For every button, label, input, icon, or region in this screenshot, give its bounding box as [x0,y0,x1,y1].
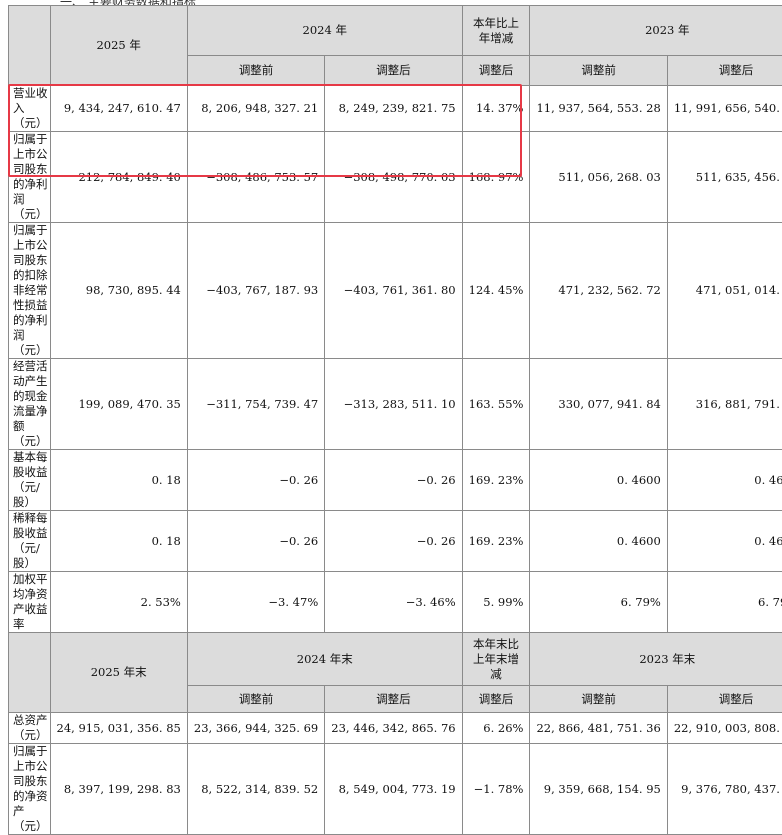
header-2024-before: 调整前 [187,56,324,86]
header-change-end-after: 调整后 [462,686,530,713]
cell-change: 14. 37% [462,86,530,132]
header-2024-end-before: 调整前 [187,686,324,713]
cell-2023-after: 22, 910, 003, 808. 35 [667,713,782,744]
header-change-after: 调整后 [462,56,530,86]
header-2023-end-after: 调整后 [667,686,782,713]
header-2025: 2025 年 [50,6,187,86]
header-2024: 2024 年 [187,6,462,56]
cell-2024-after: −0. 26 [325,450,462,511]
row-label: 归属于上市公司股东的净资产（元） [9,744,51,835]
cell-2023-after: 511, 635, 456. 30 [667,132,782,223]
cell-2025: 24, 915, 031, 356. 85 [50,713,187,744]
cell-2024-after: −313, 283, 511. 10 [325,359,462,450]
cell-2023-after: 9, 376, 780, 437. 08 [667,744,782,835]
header-change: 本年比上年增减 [462,6,530,56]
header-change-end: 本年末比上年末增减 [462,633,530,686]
cell-2024-before: −308, 486, 753. 57 [187,132,324,223]
cell-2025: 0. 18 [50,450,187,511]
table-row: 基本每股收益（元/股） 0. 18 −0. 26 −0. 26 169. 23%… [9,450,782,511]
cell-change: 168. 97% [462,132,530,223]
row-label: 经营活动产生的现金流量净额（元） [9,359,51,450]
cell-2025: 0. 18 [50,511,187,572]
cell-2023-before: 9, 359, 668, 154. 95 [530,744,667,835]
cell-2025: 9, 434, 247, 610. 47 [50,86,187,132]
cell-2025: 199, 089, 470. 35 [50,359,187,450]
row-label: 加权平均净资产收益率 [9,572,51,633]
table-row: 营业收入（元） 9, 434, 247, 610. 47 8, 206, 948… [9,86,782,132]
cell-2024-before: 23, 366, 944, 325. 69 [187,713,324,744]
cell-2025: 212, 784, 849. 40 [50,132,187,223]
header-2023-before: 调整前 [530,56,667,86]
header-2025-end: 2025 年末 [50,633,187,713]
header-2023-end-before: 调整前 [530,686,667,713]
cell-2024-before: −0. 26 [187,450,324,511]
cell-change: 124. 45% [462,223,530,359]
cell-change: 163. 55% [462,359,530,450]
cell-2024-before: −403, 767, 187. 93 [187,223,324,359]
cell-2023-after: 316, 881, 791. 06 [667,359,782,450]
cell-2024-before: −0. 26 [187,511,324,572]
cell-2024-before: −3. 47% [187,572,324,633]
row-label: 归属于上市公司股东的扣除非经常性损益的净利润（元） [9,223,51,359]
header-2023-after: 调整后 [667,56,782,86]
cell-2024-after: 8, 249, 239, 821. 75 [325,86,462,132]
header-2024-end-after: 调整后 [325,686,462,713]
header-2024-end: 2024 年末 [187,633,462,686]
cell-change: 169. 23% [462,511,530,572]
row-label: 营业收入（元） [9,86,51,132]
table-row: 归属于上市公司股东的净利润（元） 212, 784, 849. 40 −308,… [9,132,782,223]
financial-data-table: 2025 年 2024 年 本年比上年增减 2023 年 调整前 调整后 调整后… [8,5,782,835]
table-row: 总资产（元） 24, 915, 031, 356. 85 23, 366, 94… [9,713,782,744]
cell-2024-after: −403, 761, 361. 80 [325,223,462,359]
header-corner [9,6,51,86]
cell-2024-before: 8, 206, 948, 327. 21 [187,86,324,132]
cell-2023-before: 471, 232, 562. 72 [530,223,667,359]
row-label: 稀释每股收益（元/股） [9,511,51,572]
cell-2023-after: 6. 79% [667,572,782,633]
cell-2023-before: 511, 056, 268. 03 [530,132,667,223]
row-label: 总资产（元） [9,713,51,744]
cell-2025: 2. 53% [50,572,187,633]
row-label: 基本每股收益（元/股） [9,450,51,511]
cell-change: 169. 23% [462,450,530,511]
cell-change: −1. 78% [462,744,530,835]
cell-2024-after: −3. 46% [325,572,462,633]
cell-2023-before: 0. 4600 [530,511,667,572]
cell-change: 5. 99% [462,572,530,633]
cell-2024-after: −0. 26 [325,511,462,572]
cell-2024-after: 8, 549, 004, 773. 19 [325,744,462,835]
header-2023-end: 2023 年末 [530,633,782,686]
cell-2023-before: 6. 79% [530,572,667,633]
header-2024-after: 调整后 [325,56,462,86]
cell-2023-after: 0. 4600 [667,511,782,572]
cell-2025: 8, 397, 199, 298. 83 [50,744,187,835]
row-label: 归属于上市公司股东的净利润（元） [9,132,51,223]
cell-2024-before: −311, 754, 739. 47 [187,359,324,450]
header-2023: 2023 年 [530,6,782,56]
table-row: 经营活动产生的现金流量净额（元） 199, 089, 470. 35 −311,… [9,359,782,450]
cell-2023-before: 11, 937, 564, 553. 28 [530,86,667,132]
cell-2023-before: 0. 4600 [530,450,667,511]
cell-2023-before: 330, 077, 941. 84 [530,359,667,450]
table-row: 归属于上市公司股东的净资产（元） 8, 397, 199, 298. 83 8,… [9,744,782,835]
cell-2024-before: 8, 522, 314, 839. 52 [187,744,324,835]
header-corner-2 [9,633,51,713]
table-row: 归属于上市公司股东的扣除非经常性损益的净利润（元） 98, 730, 895. … [9,223,782,359]
table-row: 加权平均净资产收益率 2. 53% −3. 47% −3. 46% 5. 99%… [9,572,782,633]
cell-2023-after: 11, 991, 656, 540. 48 [667,86,782,132]
cell-2024-after: −308, 498, 770. 03 [325,132,462,223]
cell-2023-before: 22, 866, 481, 751. 36 [530,713,667,744]
cell-2025: 98, 730, 895. 44 [50,223,187,359]
cell-2023-after: 0. 4600 [667,450,782,511]
cell-change: 6. 26% [462,713,530,744]
table-row: 稀释每股收益（元/股） 0. 18 −0. 26 −0. 26 169. 23%… [9,511,782,572]
cell-2023-after: 471, 051, 014. 85 [667,223,782,359]
cell-2024-after: 23, 446, 342, 865. 76 [325,713,462,744]
